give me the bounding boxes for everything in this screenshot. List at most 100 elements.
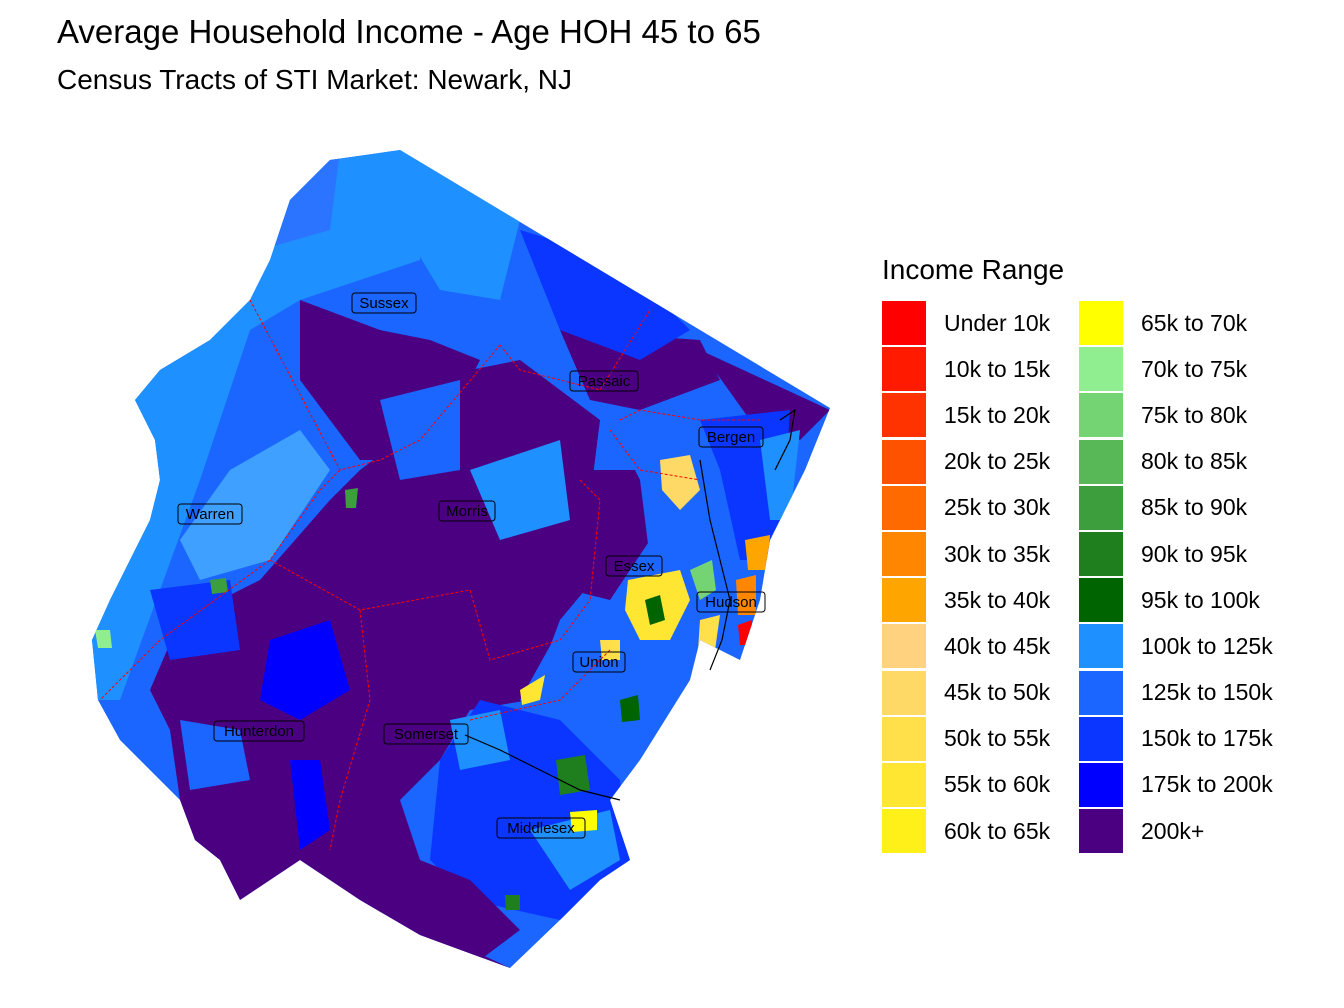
- county-label-essex: Essex: [605, 555, 663, 577]
- legend-swatch: [882, 347, 926, 392]
- legend-item: 10k to 15k: [882, 346, 1079, 392]
- legend-item: 175k to 200k: [1079, 762, 1276, 808]
- legend-label: 95k to 100k: [1141, 586, 1260, 613]
- svg-text:Essex: Essex: [614, 558, 655, 575]
- legend-item: 100k to 125k: [1079, 623, 1276, 669]
- region-warren-south-blue: [150, 580, 240, 660]
- legend-label: 75k to 80k: [1141, 401, 1248, 428]
- legend-swatch: [1079, 439, 1123, 484]
- boundary-hudson-river: [774, 408, 796, 471]
- legend-label: Under 10k: [944, 309, 1051, 336]
- region-somerset-east: [450, 710, 510, 770]
- legend-item: 20k to 25k: [882, 439, 1079, 485]
- legend-swatch: [882, 578, 926, 623]
- legend-item: 125k to 150k: [1079, 670, 1276, 716]
- chart-title: Average Household Income - Age HOH 45 to…: [57, 13, 761, 50]
- county-label-somerset: Somerset: [383, 723, 469, 745]
- tract-hudson-yellow: [698, 615, 720, 650]
- legend-label: 80k to 85k: [1141, 448, 1248, 475]
- svg-text:Hunterdon: Hunterdon: [224, 723, 294, 740]
- legend-item: 35k to 40k: [882, 577, 1079, 623]
- legend-item: 60k to 65k: [882, 808, 1079, 854]
- legend-label: 40k to 45k: [944, 632, 1051, 659]
- region-hunterdon-south: [290, 760, 330, 850]
- tract-middlesex-sgreen: [505, 895, 520, 910]
- legend-column-2: 65k to 70k 70k to 75k 75k to 80k 80k to 85k…: [1079, 300, 1276, 854]
- legend-swatch: [1079, 578, 1123, 623]
- tract-paterson-yellow: [660, 455, 700, 510]
- legend-swatch: [1079, 485, 1123, 530]
- svg-text:Bergen: Bergen: [707, 429, 755, 446]
- legend-swatch: [882, 485, 926, 530]
- legend-item: 50k to 55k: [882, 716, 1079, 762]
- region-middlesex-east: [530, 810, 620, 890]
- legend-swatch: [1079, 716, 1123, 761]
- tract-warren-green: [210, 578, 228, 594]
- county-label-bergen: Bergen: [698, 426, 764, 448]
- legend-swatch: [1079, 762, 1123, 807]
- boundary-raritan-river: [464, 734, 621, 801]
- boundary-morris-essex: [579, 479, 601, 601]
- legend-item: 200k+: [1079, 808, 1276, 854]
- county-label-union: Union: [572, 651, 626, 673]
- chart-subtitle: Census Tracts of STI Market: Newark, NJ: [57, 64, 573, 95]
- legend-label: 50k to 55k: [944, 725, 1051, 752]
- region-warren-center: [180, 430, 330, 580]
- county-label-middlesex: Middlesex: [496, 817, 586, 839]
- tract-middlesex-green: [556, 755, 590, 795]
- legend-swatch: [882, 532, 926, 577]
- county-label-morris: Morris: [438, 500, 496, 522]
- legend-item: 55k to 60k: [882, 762, 1079, 808]
- legend-swatch: [1079, 532, 1123, 577]
- region-essex-west-purple: [570, 470, 650, 600]
- region-bergen-north-purple: [700, 350, 830, 440]
- legend-swatch: [882, 670, 926, 715]
- region-morris-north-blue: [380, 380, 460, 480]
- boundary-essex-bergen: [609, 429, 701, 481]
- legend-item: 70k to 75k: [1079, 346, 1276, 392]
- tract-newbrunswick-yellow: [570, 810, 597, 832]
- legend-swatch: [882, 393, 926, 438]
- legend: Income Range Under 10k 10k to 15k 15k to 2…: [882, 252, 1276, 854]
- legend-item: 90k to 95k: [1079, 531, 1276, 577]
- region-hunterdon-blue: [260, 620, 350, 720]
- legend-columns: Under 10k 10k to 15k 15k to 20k 20k to 25k 2…: [882, 300, 1276, 854]
- county-label-passaic: Passaic: [569, 370, 639, 392]
- region-middlesex-south-purple: [420, 860, 520, 960]
- boundary-somerset-union: [469, 649, 611, 721]
- legend-item: 45k to 50k: [882, 670, 1079, 716]
- region-passaic-north: [520, 230, 690, 360]
- legend-label: 70k to 75k: [1141, 355, 1248, 382]
- svg-text:Middlesex: Middlesex: [507, 820, 575, 837]
- legend-swatch: [1079, 809, 1123, 854]
- legend-label: 125k to 150k: [1141, 679, 1273, 706]
- legend-swatch: [1079, 624, 1123, 669]
- tract-morris-green: [345, 488, 358, 508]
- legend-label: 200k+: [1141, 817, 1205, 844]
- tract-elizabeth-yellow: [520, 675, 545, 705]
- legend-item: Under 10k: [882, 300, 1079, 346]
- legend-item: 150k to 175k: [1079, 716, 1276, 762]
- tract-phillipsburg-green: [95, 630, 112, 648]
- tract-hudson-north: [745, 535, 770, 570]
- svg-text:Union: Union: [579, 654, 618, 671]
- legend-swatch: [1079, 670, 1123, 715]
- legend-item: 30k to 35k: [882, 531, 1079, 577]
- legend-item: 85k to 90k: [1079, 485, 1276, 531]
- legend-label: 60k to 65k: [944, 817, 1051, 844]
- region-passaic-purple: [560, 330, 720, 410]
- boundary-morris-somerset: [269, 559, 591, 661]
- county-label-sussex: Sussex: [351, 292, 417, 314]
- county-label-warren: Warren: [177, 503, 243, 525]
- county-label-hudson: Hudson: [696, 591, 766, 613]
- legend-label: 30k to 35k: [944, 540, 1051, 567]
- svg-text:Hudson: Hudson: [705, 594, 757, 611]
- svg-text:Somerset: Somerset: [394, 726, 459, 743]
- boundary-hunterdon-somerset: [329, 609, 371, 851]
- svg-text:Warren: Warren: [186, 506, 235, 523]
- legend-swatch: [882, 301, 926, 346]
- legend-label: 15k to 20k: [944, 401, 1051, 428]
- region-bergen-strip: [760, 430, 800, 520]
- tract-newark-green: [690, 560, 716, 600]
- water-boundaries: [464, 408, 796, 801]
